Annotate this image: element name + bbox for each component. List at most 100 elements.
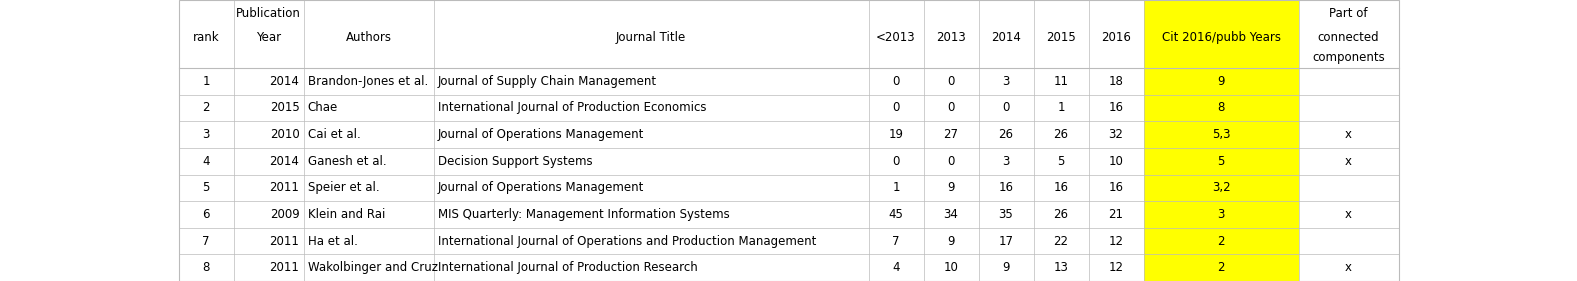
Text: rank: rank <box>192 31 219 44</box>
Text: 2: 2 <box>1217 235 1225 248</box>
Text: 21: 21 <box>1109 208 1123 221</box>
Text: 5: 5 <box>1057 155 1064 168</box>
Text: 2014: 2014 <box>270 155 300 168</box>
Text: Cai et al.: Cai et al. <box>308 128 360 141</box>
Text: 9: 9 <box>948 235 954 248</box>
Text: 2014: 2014 <box>270 75 300 88</box>
Text: 2013: 2013 <box>937 31 965 44</box>
Text: 1: 1 <box>893 181 900 194</box>
Text: 0: 0 <box>948 75 954 88</box>
Text: 2009: 2009 <box>270 208 300 221</box>
Text: Wakolbinger and Cruz: Wakolbinger and Cruz <box>308 261 437 274</box>
Text: 3: 3 <box>1217 208 1225 221</box>
Text: 0: 0 <box>893 75 900 88</box>
Text: 3: 3 <box>1003 155 1009 168</box>
Text: Publication: Publication <box>237 7 301 20</box>
Text: 4: 4 <box>893 261 900 274</box>
Text: International Journal of Production Economics: International Journal of Production Econ… <box>437 101 706 114</box>
Text: 2015: 2015 <box>1046 31 1076 44</box>
Text: Cit 2016/pubb Years: Cit 2016/pubb Years <box>1162 31 1281 44</box>
Text: 9: 9 <box>1217 75 1225 88</box>
Text: 26: 26 <box>998 128 1014 141</box>
Text: 2016: 2016 <box>1101 31 1131 44</box>
Text: 26: 26 <box>1053 208 1069 221</box>
Text: 9: 9 <box>1003 261 1009 274</box>
Text: 6: 6 <box>202 208 210 221</box>
Text: Decision Support Systems: Decision Support Systems <box>437 155 591 168</box>
Text: 0: 0 <box>948 101 954 114</box>
Text: 26: 26 <box>1053 128 1069 141</box>
Text: x: x <box>1345 128 1351 141</box>
Bar <box>1143 0 1298 281</box>
Text: 35: 35 <box>998 208 1014 221</box>
Text: 0: 0 <box>893 155 900 168</box>
Text: Ha et al.: Ha et al. <box>308 235 358 248</box>
Text: <2013: <2013 <box>877 31 916 44</box>
Text: x: x <box>1345 208 1351 221</box>
Text: Ganesh et al.: Ganesh et al. <box>308 155 386 168</box>
Text: 22: 22 <box>1053 235 1069 248</box>
Text: connected: connected <box>1318 31 1380 44</box>
Bar <box>178 0 1399 281</box>
Text: 5: 5 <box>202 181 210 194</box>
Text: x: x <box>1345 155 1351 168</box>
Text: 11: 11 <box>1053 75 1069 88</box>
Text: International Journal of Production Research: International Journal of Production Rese… <box>437 261 697 274</box>
Text: 34: 34 <box>943 208 959 221</box>
Text: 5: 5 <box>1217 155 1225 168</box>
Text: 10: 10 <box>943 261 959 274</box>
Text: 3,2: 3,2 <box>1211 181 1230 194</box>
Text: 2011: 2011 <box>270 235 300 248</box>
Text: x: x <box>1345 261 1351 274</box>
Text: 19: 19 <box>888 128 904 141</box>
Text: Chae: Chae <box>308 101 337 114</box>
Text: 12: 12 <box>1109 235 1123 248</box>
Text: 17: 17 <box>998 235 1014 248</box>
Text: 16: 16 <box>998 181 1014 194</box>
Text: Part of: Part of <box>1329 7 1367 20</box>
Text: 8: 8 <box>1217 101 1225 114</box>
Text: 2011: 2011 <box>270 261 300 274</box>
Text: 16: 16 <box>1109 101 1123 114</box>
Text: 10: 10 <box>1109 155 1123 168</box>
Text: Year: Year <box>255 31 281 44</box>
Text: 2014: 2014 <box>990 31 1020 44</box>
Text: Brandon-Jones et al.: Brandon-Jones et al. <box>308 75 427 88</box>
Text: Journal of Supply Chain Management: Journal of Supply Chain Management <box>437 75 656 88</box>
Text: 2010: 2010 <box>270 128 300 141</box>
Text: 18: 18 <box>1109 75 1123 88</box>
Text: 2011: 2011 <box>270 181 300 194</box>
Text: Klein and Rai: Klein and Rai <box>308 208 385 221</box>
Text: components: components <box>1312 51 1385 64</box>
Text: Authors: Authors <box>345 31 391 44</box>
Text: Journal of Operations Management: Journal of Operations Management <box>437 181 643 194</box>
Text: 2: 2 <box>1217 261 1225 274</box>
Text: 0: 0 <box>893 101 900 114</box>
Text: Speier et al.: Speier et al. <box>308 181 378 194</box>
Text: 2: 2 <box>202 101 210 114</box>
Text: 32: 32 <box>1109 128 1123 141</box>
Text: 7: 7 <box>893 235 900 248</box>
Text: 4: 4 <box>202 155 210 168</box>
Text: 9: 9 <box>948 181 954 194</box>
Text: 3: 3 <box>202 128 210 141</box>
Text: Journal of Operations Management: Journal of Operations Management <box>437 128 643 141</box>
Text: 1: 1 <box>1057 101 1064 114</box>
Text: 12: 12 <box>1109 261 1123 274</box>
Text: 13: 13 <box>1053 261 1069 274</box>
Text: 3: 3 <box>1003 75 1009 88</box>
Text: 1: 1 <box>202 75 210 88</box>
Text: 45: 45 <box>888 208 904 221</box>
Text: 27: 27 <box>943 128 959 141</box>
Text: 0: 0 <box>948 155 954 168</box>
Text: 0: 0 <box>1003 101 1009 114</box>
Text: 2015: 2015 <box>270 101 300 114</box>
Text: 8: 8 <box>202 261 210 274</box>
Text: MIS Quarterly: Management Information Systems: MIS Quarterly: Management Information Sy… <box>437 208 729 221</box>
Text: 16: 16 <box>1109 181 1123 194</box>
Text: 5,3: 5,3 <box>1211 128 1230 141</box>
Text: Journal Title: Journal Title <box>617 31 686 44</box>
Text: 7: 7 <box>202 235 210 248</box>
Text: International Journal of Operations and Production Management: International Journal of Operations and … <box>437 235 815 248</box>
Text: 16: 16 <box>1053 181 1069 194</box>
